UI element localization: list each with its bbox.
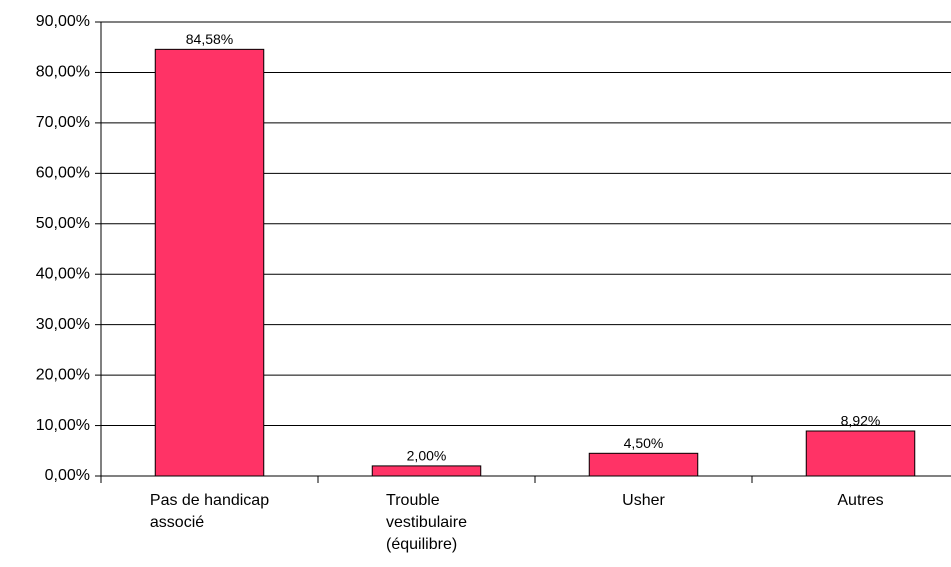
x-tick-label: Usher xyxy=(622,492,665,509)
y-tick-label: 0,00% xyxy=(45,467,90,484)
y-tick-label: 30,00% xyxy=(36,316,90,333)
y-tick-label: 80,00% xyxy=(36,64,90,81)
bar xyxy=(371,465,482,477)
x-tick-label-box: Pas de handicap associé xyxy=(101,490,318,534)
x-tick-label: Autres xyxy=(837,492,884,509)
data-label: 8,92% xyxy=(841,413,881,429)
x-tick-label-box: Autres xyxy=(752,490,951,512)
data-label: 4,50% xyxy=(624,435,664,451)
bar xyxy=(805,430,916,477)
y-tick-label: 10,00% xyxy=(36,417,90,434)
x-tick-label-box: Usher xyxy=(535,490,752,512)
x-tick-label: Pas de handicap associé xyxy=(149,492,270,531)
bar xyxy=(588,452,699,477)
y-tick-label: 60,00% xyxy=(36,165,90,182)
x-tick-label: Trouble vestibulaire (équilibre) xyxy=(386,492,467,553)
data-label: 84,58% xyxy=(186,31,233,47)
y-tick-label: 40,00% xyxy=(36,265,90,282)
y-tick-label: 20,00% xyxy=(36,366,90,383)
bar xyxy=(154,48,265,477)
x-tick-label-box: Trouble vestibulaire (équilibre) xyxy=(318,490,535,556)
y-tick-label: 70,00% xyxy=(36,114,90,131)
y-tick-label: 90,00% xyxy=(36,13,90,30)
y-tick-label: 50,00% xyxy=(36,215,90,232)
data-label: 2,00% xyxy=(407,448,447,464)
